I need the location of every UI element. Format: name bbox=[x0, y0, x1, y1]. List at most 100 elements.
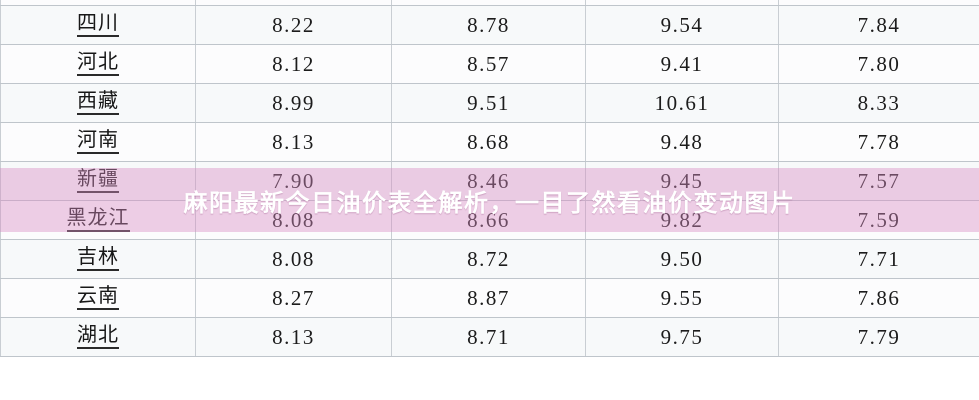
price-value: 7.59 bbox=[857, 207, 901, 232]
price-cell-4: 8.33 bbox=[778, 83, 979, 123]
price-cell-4: 7.79 bbox=[778, 317, 979, 357]
price-cell-4: 7.78 bbox=[778, 122, 979, 162]
price-value: 7.78 bbox=[857, 129, 901, 154]
price-value: 8.57 bbox=[467, 51, 510, 76]
price-cell-2: 8.72 bbox=[391, 239, 586, 279]
price-value: 9.82 bbox=[660, 207, 704, 232]
table-row: 河北 8.12 8.57 9.41 7.80 bbox=[0, 44, 979, 84]
price-value: 10.61 bbox=[654, 90, 710, 115]
province-cell: 西藏 bbox=[0, 83, 196, 123]
province-cell: 河北 bbox=[0, 44, 196, 84]
province-label: 吉林 bbox=[77, 247, 119, 271]
price-value: 7.57 bbox=[857, 168, 901, 193]
price-cell-2: 8.46 bbox=[391, 161, 586, 201]
price-cell-1: 8.22 bbox=[195, 5, 392, 45]
price-value: 7.79 bbox=[857, 324, 901, 349]
province-label: 西藏 bbox=[77, 91, 119, 115]
price-cell-1: 7.90 bbox=[195, 161, 392, 201]
price-value: 8.12 bbox=[272, 51, 315, 76]
price-cell-3: 9.45 bbox=[585, 161, 779, 201]
province-label: 黑龙江 bbox=[66, 208, 130, 232]
price-cell-2: 8.87 bbox=[391, 278, 586, 318]
price-cell-3: 9.54 bbox=[585, 5, 779, 45]
price-value: 9.41 bbox=[660, 51, 704, 76]
fuel-price-table-body: 海南9.239.8111.117.88 四川 8.22 8.78 9.54 7.84 河北 8… bbox=[0, 0, 979, 357]
table-row: 海南9.239.8111.117.88 bbox=[0, 0, 979, 6]
price-value: 9.54 bbox=[660, 12, 704, 37]
price-value: 8.33 bbox=[857, 90, 901, 115]
price-cell-3: 10.61 bbox=[585, 83, 779, 123]
price-cell-3: 9.82 bbox=[585, 200, 779, 240]
table-row: 四川 8.22 8.78 9.54 7.84 bbox=[0, 5, 979, 45]
price-value: 9.55 bbox=[660, 285, 704, 310]
price-value: 9.75 bbox=[660, 324, 704, 349]
province-label: 新疆 bbox=[77, 169, 119, 193]
price-value: 8.99 bbox=[272, 90, 315, 115]
price-value: 7.71 bbox=[857, 246, 901, 271]
province-cell: 四川 bbox=[0, 5, 196, 45]
price-value: 8.68 bbox=[467, 129, 510, 154]
price-value: 8.78 bbox=[467, 12, 510, 37]
table-row: 新疆 7.90 8.46 9.45 7.57 bbox=[0, 161, 979, 201]
province-label: 河南 bbox=[77, 130, 119, 154]
price-value: 7.90 bbox=[272, 168, 315, 193]
price-cell-4: 7.80 bbox=[778, 44, 979, 84]
price-cell-3: 9.75 bbox=[585, 317, 779, 357]
province-cell: 新疆 bbox=[0, 161, 196, 201]
table-row: 河南 8.13 8.68 9.48 7.78 bbox=[0, 122, 979, 162]
table-row: 云南 8.27 8.87 9.55 7.86 bbox=[0, 278, 979, 318]
price-cell-3: 9.55 bbox=[585, 278, 779, 318]
table-row: 吉林 8.08 8.72 9.50 7.71 bbox=[0, 239, 979, 279]
price-cell-1: 8.08 bbox=[195, 200, 392, 240]
price-cell-4: 7.57 bbox=[778, 161, 979, 201]
province-cell: 吉林 bbox=[0, 239, 196, 279]
price-value: 8.27 bbox=[272, 285, 315, 310]
price-value: 8.71 bbox=[467, 324, 510, 349]
price-cell-3: 9.48 bbox=[585, 122, 779, 162]
province-label: 四川 bbox=[77, 13, 119, 37]
price-cell-2: 8.71 bbox=[391, 317, 586, 357]
table-row: 湖北 8.13 8.71 9.75 7.79 bbox=[0, 317, 979, 357]
price-cell-4: 7.59 bbox=[778, 200, 979, 240]
price-cell-1: 8.13 bbox=[195, 317, 392, 357]
price-value: 8.22 bbox=[272, 12, 315, 37]
price-cell-4: 7.84 bbox=[778, 5, 979, 45]
price-value: 7.86 bbox=[857, 285, 901, 310]
price-cell-3: 9.50 bbox=[585, 239, 779, 279]
price-cell-2: 8.78 bbox=[391, 5, 586, 45]
price-value: 8.66 bbox=[467, 207, 510, 232]
price-value: 9.48 bbox=[660, 129, 704, 154]
price-value: 9.51 bbox=[467, 90, 510, 115]
province-label: 云南 bbox=[77, 286, 119, 310]
province-cell: 云南 bbox=[0, 278, 196, 318]
table-row: 黑龙江 8.08 8.66 9.82 7.59 bbox=[0, 200, 979, 240]
province-cell: 黑龙江 bbox=[0, 200, 196, 240]
fuel-price-table: 海南9.239.8111.117.88 四川 8.22 8.78 9.54 7.84 河北 8… bbox=[0, 0, 979, 357]
province-label: 河北 bbox=[77, 52, 119, 76]
province-cell: 湖北 bbox=[0, 317, 196, 357]
price-cell-1: 8.12 bbox=[195, 44, 392, 84]
price-value: 8.08 bbox=[272, 207, 315, 232]
price-cell-1: 8.27 bbox=[195, 278, 392, 318]
price-cell-2: 9.51 bbox=[391, 83, 586, 123]
price-value: 8.72 bbox=[467, 246, 510, 271]
price-cell-2: 8.66 bbox=[391, 200, 586, 240]
price-cell-4: 7.86 bbox=[778, 278, 979, 318]
price-value: 8.46 bbox=[467, 168, 510, 193]
price-cell-1: 8.99 bbox=[195, 83, 392, 123]
price-value: 9.45 bbox=[660, 168, 704, 193]
price-cell-2: 8.68 bbox=[391, 122, 586, 162]
price-cell-1: 8.13 bbox=[195, 122, 392, 162]
price-cell-4: 7.71 bbox=[778, 239, 979, 279]
price-value: 9.50 bbox=[660, 246, 704, 271]
price-value: 7.84 bbox=[857, 12, 901, 37]
price-value: 8.87 bbox=[467, 285, 510, 310]
price-cell-3: 9.41 bbox=[585, 44, 779, 84]
price-cell-2: 8.57 bbox=[391, 44, 586, 84]
price-value: 7.80 bbox=[857, 51, 901, 76]
price-value: 8.13 bbox=[272, 324, 315, 349]
price-value: 8.13 bbox=[272, 129, 315, 154]
price-cell-1: 8.08 bbox=[195, 239, 392, 279]
province-label: 湖北 bbox=[77, 325, 119, 349]
